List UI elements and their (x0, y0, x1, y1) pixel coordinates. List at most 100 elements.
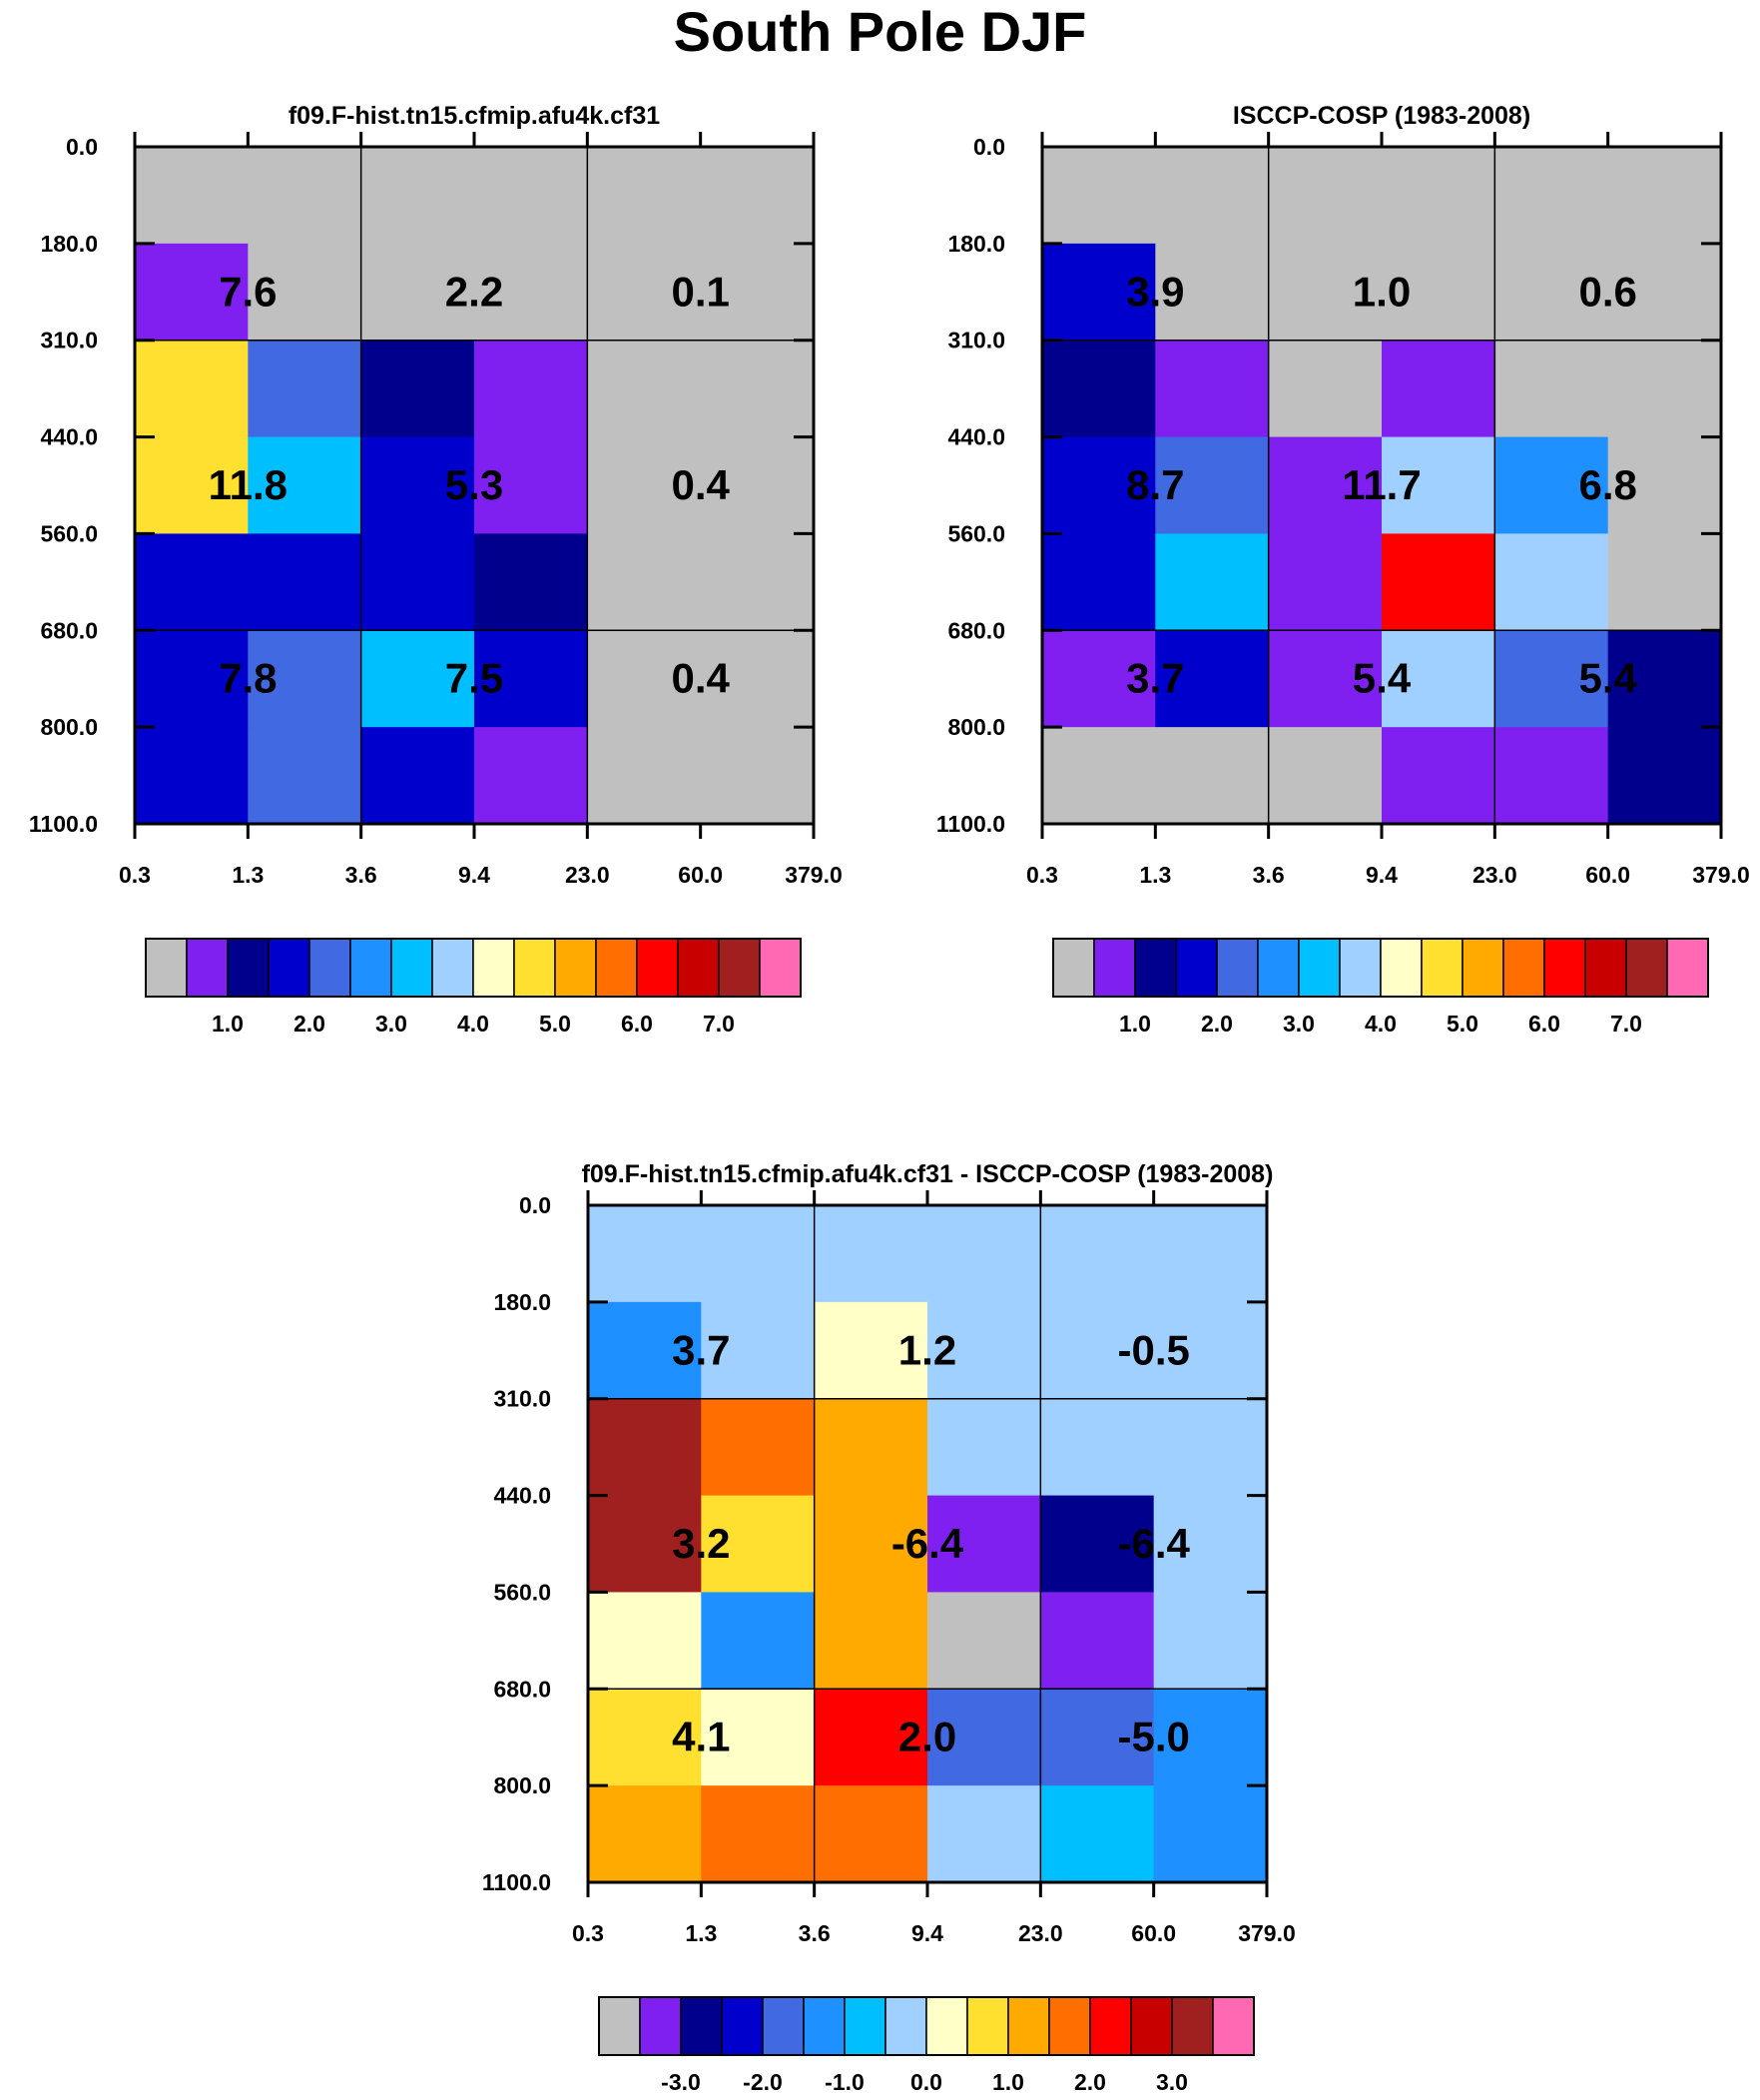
x-tick-label: 3.6 (345, 862, 377, 888)
heatmap-cell (588, 1495, 702, 1593)
colorbar-frame (145, 938, 802, 998)
heatmap-cell (587, 340, 702, 438)
x-tick-label: 1.3 (232, 862, 264, 888)
heatmap-cell (1268, 533, 1383, 631)
colorbar-swatch (639, 1996, 682, 2056)
colorbar-label: 1.0 (1119, 1011, 1151, 1037)
heatmap-cell (701, 1398, 816, 1497)
colorbar-label: -1.0 (825, 2069, 865, 2095)
heatmap-cell (1042, 727, 1156, 825)
x-tick-label: 379.0 (1238, 1920, 1296, 1946)
heatmap-cell (814, 1301, 928, 1400)
heatmap-cell (474, 243, 588, 342)
heatmap-cell (1153, 1301, 1268, 1400)
heatmap-cell (360, 243, 475, 342)
heatmap-cell (1040, 1689, 1155, 1786)
heatmap-cell (700, 533, 815, 631)
panel-model: f09.F-hist.tn15.cfmip.afu4k.cf31 0.0 180.0… (29, 102, 843, 1037)
heatmap-cell (135, 436, 249, 534)
colorbar-swatch (1212, 1996, 1255, 2056)
heatmap-cell (248, 533, 362, 631)
heatmap-cell (588, 1785, 702, 1883)
heatmap-cell (248, 147, 362, 245)
heatmap-cell (1607, 533, 1722, 631)
heatmap-cell (814, 1689, 928, 1786)
heatmap-cell (1382, 727, 1495, 825)
heatmap-cell (927, 1785, 1041, 1883)
heatmap-cell (588, 1592, 702, 1690)
colorbar-swatch (1052, 938, 1095, 998)
box-value: -5.0 (1117, 1714, 1189, 1760)
heatmap-cell (700, 340, 815, 438)
heatmap-cell (1155, 436, 1270, 534)
heatmap-cell (927, 1301, 1041, 1400)
heatmap-cell (1494, 533, 1609, 631)
heatmap-cell (248, 436, 362, 534)
heatmap-cell (701, 1205, 816, 1303)
heatmap-cell (248, 630, 362, 728)
x-tick-label: 23.0 (565, 862, 610, 888)
heatmap-cell (474, 147, 588, 245)
heatmap-cell (360, 340, 475, 438)
box-value: 6.8 (1578, 461, 1636, 508)
heatmap-cell (1494, 340, 1609, 438)
heatmap-cell (360, 727, 475, 825)
colorbar-swatch (595, 938, 638, 998)
heatmap-cell (1607, 630, 1722, 728)
heatmap-cell (1155, 243, 1270, 342)
x-tick-label: 1.3 (1139, 862, 1171, 888)
colorbar-label: 1.0 (212, 1011, 244, 1037)
colorbar-swatch (598, 1996, 641, 2056)
heatmap-cell (1382, 436, 1495, 534)
x-tick-label: 3.6 (799, 1920, 831, 1946)
colorbar-swatch (1584, 938, 1627, 998)
heatmap-cell (1268, 147, 1383, 245)
box-value: 4.1 (672, 1714, 730, 1760)
heatmap-cell (927, 1592, 1041, 1690)
heatmap-cell (248, 727, 362, 825)
x-tick-label: 0.3 (572, 1920, 604, 1946)
heatmap-cell (135, 727, 249, 825)
box-value: 0.1 (671, 268, 729, 315)
y-tick-label: 560.0 (493, 1579, 551, 1605)
heatmap-cell (814, 1205, 928, 1303)
heatmap-cell (1494, 436, 1609, 534)
y-tick-label: 800.0 (947, 714, 1005, 740)
colorbar-swatch (1666, 938, 1709, 998)
heatmap-cell (587, 533, 702, 631)
heatmap-cell (588, 1689, 702, 1786)
heatmap-cell (814, 1398, 928, 1497)
heatmap-cell (1155, 533, 1270, 631)
y-tick-label: 180.0 (947, 231, 1005, 257)
heatmap-cell (248, 243, 362, 342)
x-tick-label: 60.0 (1131, 1920, 1176, 1946)
colorbar-swatch (721, 1996, 764, 2056)
colorbar-label: 7.0 (1610, 1011, 1642, 1037)
y-tick-label: 0.0 (519, 1192, 551, 1218)
colorbar-label: 1.0 (992, 2069, 1024, 2095)
heatmap-cell (1494, 630, 1609, 728)
colorbar-label: 2.0 (1201, 1011, 1233, 1037)
colorbar-label: -3.0 (661, 2069, 701, 2095)
x-tick-label: 0.3 (119, 862, 151, 888)
heatmap-cell (1042, 533, 1156, 631)
box-value: 3.7 (1126, 655, 1184, 702)
box-value: 2.2 (445, 268, 503, 315)
heatmap-cell (1153, 1689, 1268, 1786)
x-tick-label: 23.0 (1018, 1920, 1063, 1946)
colorbar-label: 6.0 (1528, 1011, 1560, 1037)
y-tick-label: 1100.0 (936, 811, 1005, 837)
box-value: 7.5 (445, 655, 503, 702)
colorbar-swatch (1134, 938, 1177, 998)
heatmap-cell (588, 1205, 702, 1303)
box-value: 7.6 (219, 268, 277, 315)
box-value: 3.9 (1126, 268, 1184, 315)
heatmap-cell (927, 1398, 1041, 1497)
box-value: 2.0 (898, 1714, 956, 1760)
heatmap-cell (1042, 243, 1156, 342)
heatmap-cell (360, 533, 475, 631)
heatmap-cell (474, 340, 588, 438)
colorbar-swatch (680, 1996, 723, 2056)
colorbar-swatch (1502, 938, 1545, 998)
